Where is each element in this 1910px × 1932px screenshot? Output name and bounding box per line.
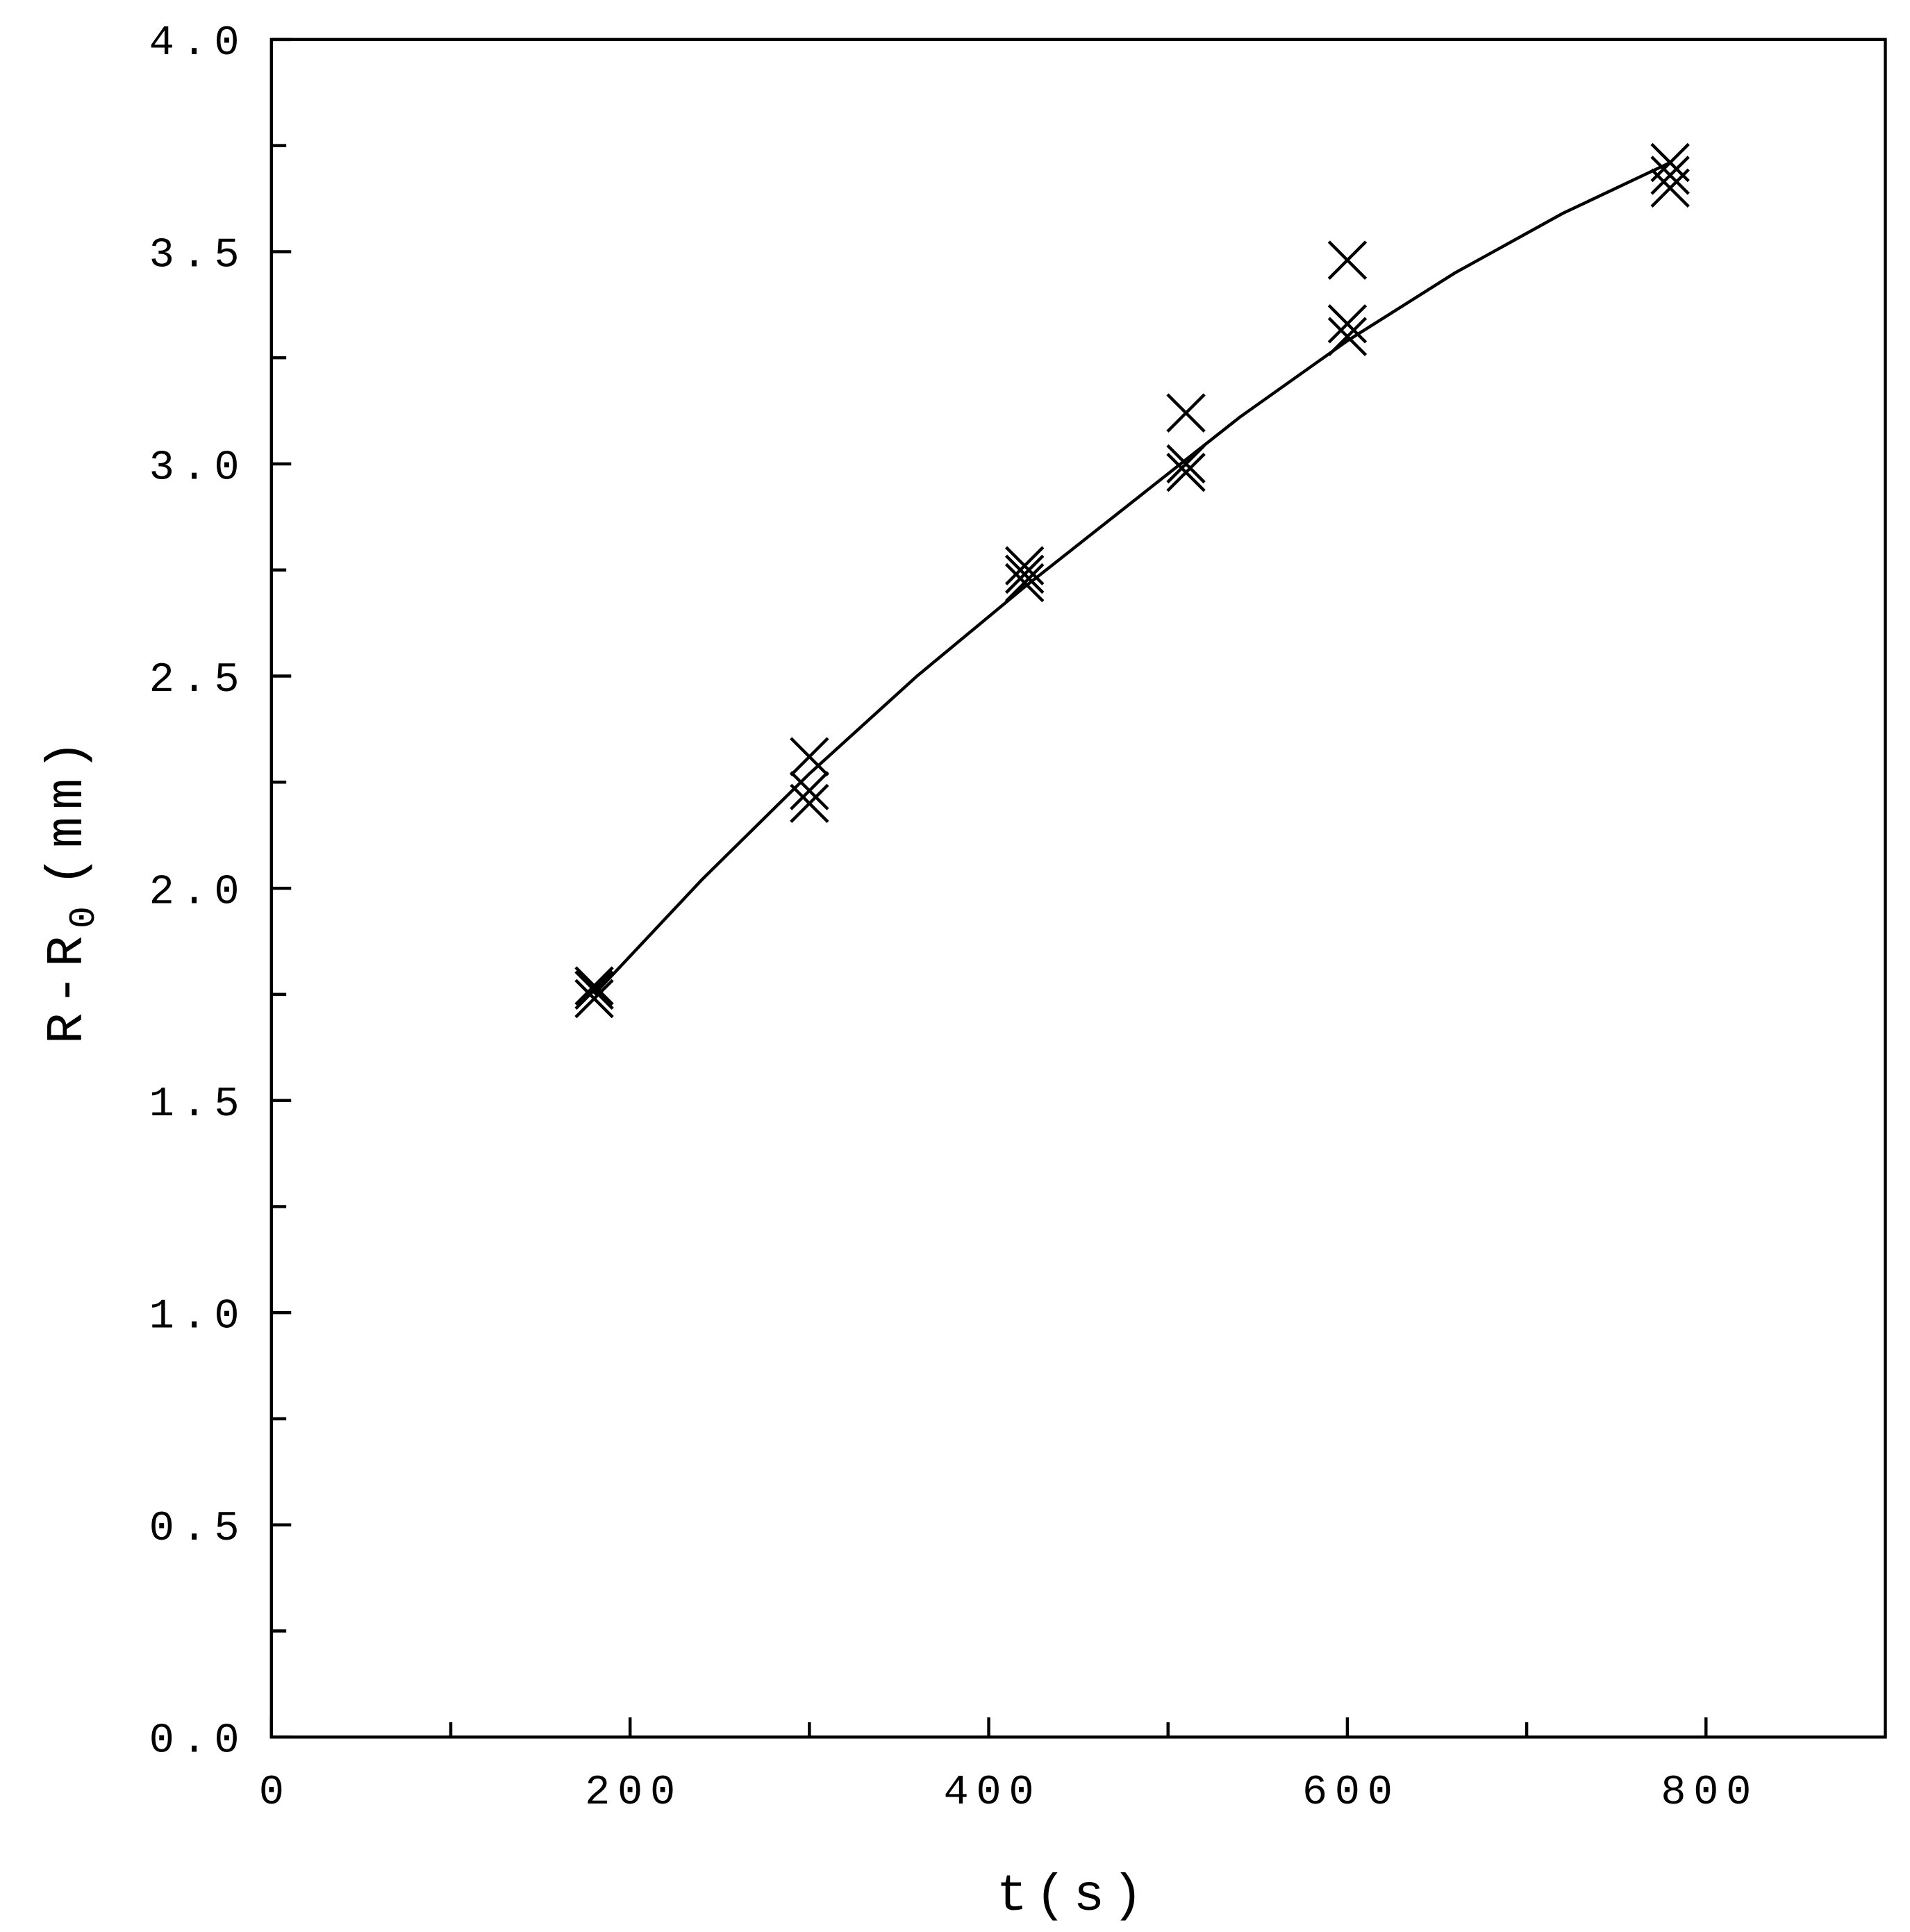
y-tick-label: 2.5: [149, 657, 247, 704]
x-tick-label: 600: [1302, 1769, 1400, 1817]
cross-marker: [1004, 554, 1045, 594]
y-label-sub: 0: [64, 899, 106, 928]
cross-marker: [1650, 156, 1690, 195]
cross-marker: [574, 970, 614, 1010]
y-tick-label: 0.0: [149, 1718, 247, 1765]
y-tick-label: 2.0: [149, 869, 247, 916]
cross-marker: [1166, 444, 1206, 484]
y-label-main: R-R: [39, 928, 97, 1044]
x-tick-label: 0: [259, 1769, 292, 1817]
y-tick-label: 4.0: [149, 20, 247, 67]
cross-marker: [1004, 546, 1045, 585]
y-tick-label: 1.0: [149, 1294, 247, 1341]
cross-marker: [1004, 563, 1045, 603]
cross-marker: [790, 783, 829, 824]
cross-marker: [574, 966, 614, 1006]
cross-marker: [1166, 452, 1206, 492]
plot-frame: [269, 38, 1887, 1739]
cross-marker: [790, 771, 829, 810]
fit-line: [592, 161, 1671, 996]
cross-marker: [1650, 168, 1690, 208]
cross-marker: [1327, 304, 1368, 344]
y-tick-label: 3.0: [149, 444, 247, 492]
y-tick-label: 3.5: [149, 233, 247, 280]
x-tick-label: 800: [1661, 1769, 1759, 1817]
y-label-unit: (mm): [39, 733, 97, 887]
cross-marker: [1327, 317, 1368, 356]
y-axis-label: R-R0 (mm): [39, 733, 106, 1044]
cross-marker: [1166, 393, 1206, 433]
y-tick-label: 0.5: [149, 1506, 247, 1553]
cross-marker: [790, 737, 829, 776]
cross-marker: [1327, 240, 1368, 280]
cross-marker: [574, 979, 614, 1019]
x-axis-label: t(s): [997, 1867, 1151, 1926]
x-tick-label: 400: [944, 1769, 1042, 1817]
x-tick-label: 200: [585, 1769, 683, 1817]
y-tick-label: 1.5: [149, 1081, 247, 1129]
